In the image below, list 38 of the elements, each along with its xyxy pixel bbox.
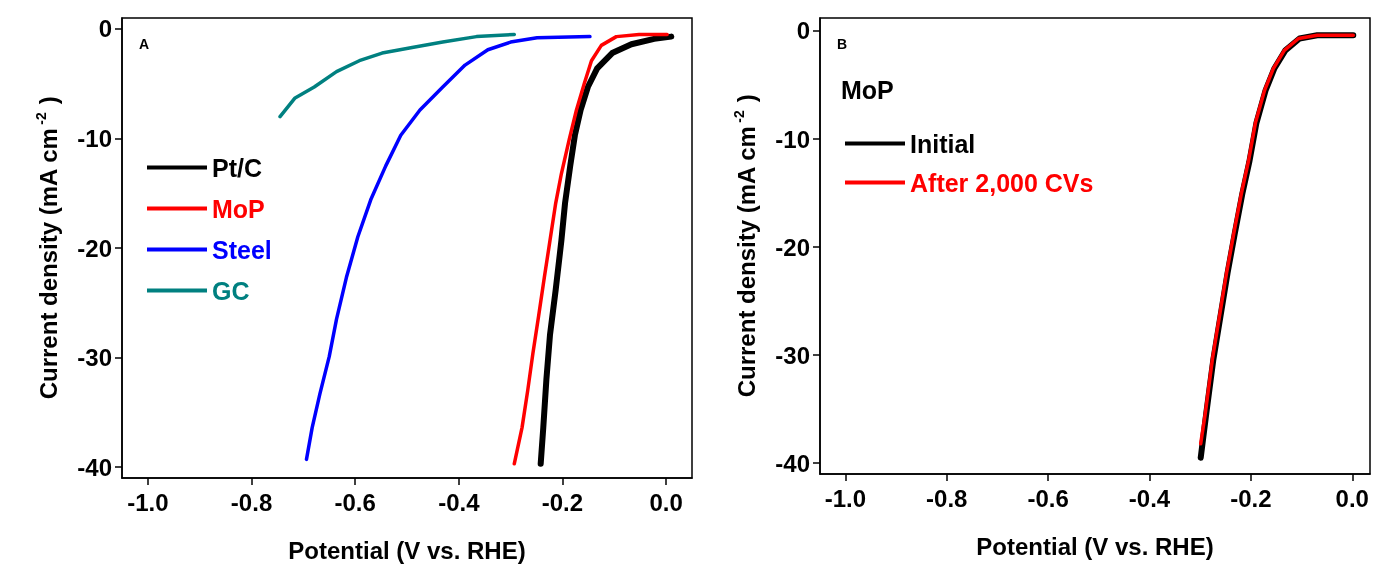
line-series (512, 32, 669, 466)
x-tick-label: -1.0 (127, 488, 169, 516)
x-tick-label: -0.4 (1128, 484, 1171, 512)
x-tick-label: -0.8 (230, 488, 273, 516)
legend-label: Pt/C (212, 153, 262, 182)
y-tick-label: -10 (77, 124, 112, 152)
legend-label: GC (212, 276, 250, 305)
line-series (278, 32, 517, 119)
y-tick-label: -30 (77, 344, 112, 372)
y-axis-title: Current density (mA cm-2) (731, 94, 760, 398)
y-tick-label: -40 (77, 453, 112, 481)
legend-label: Initial (910, 129, 976, 158)
y-tick-label: 0 (796, 17, 810, 45)
legend-title: MoP (841, 75, 894, 104)
y-tick-label: -40 (775, 449, 810, 477)
x-tick-label: 0.0 (649, 488, 683, 516)
legend-label: Steel (212, 235, 272, 264)
x-axis-title: Potential (V vs. RHE) (288, 536, 526, 564)
line-series (304, 34, 592, 462)
y-tick-label: -10 (775, 125, 810, 153)
x-axis-title: Potential (V vs. RHE) (976, 532, 1214, 560)
x-tick-label: -0.6 (334, 488, 376, 516)
y-tick-label: 0 (98, 15, 112, 43)
x-tick-label: -0.4 (438, 488, 481, 516)
x-tick-label: -0.2 (541, 488, 584, 516)
y-tick-label: -20 (775, 233, 810, 261)
legend-label: After 2,000 CVs (910, 168, 1094, 197)
y-tick-label: -20 (77, 234, 112, 262)
x-tick-label: -0.2 (1230, 484, 1272, 512)
text: B (837, 36, 848, 52)
x-tick-label: -0.6 (1027, 484, 1069, 512)
text: A (139, 36, 150, 52)
y-tick-label: -30 (775, 341, 810, 369)
x-tick-label: 0.0 (1335, 484, 1369, 512)
x-tick-label: -0.8 (926, 484, 968, 512)
y-axis-title: Current density (mA cm-2) (33, 96, 62, 400)
legend-label: MoP (212, 194, 265, 223)
x-tick-label: -1.0 (824, 484, 867, 512)
